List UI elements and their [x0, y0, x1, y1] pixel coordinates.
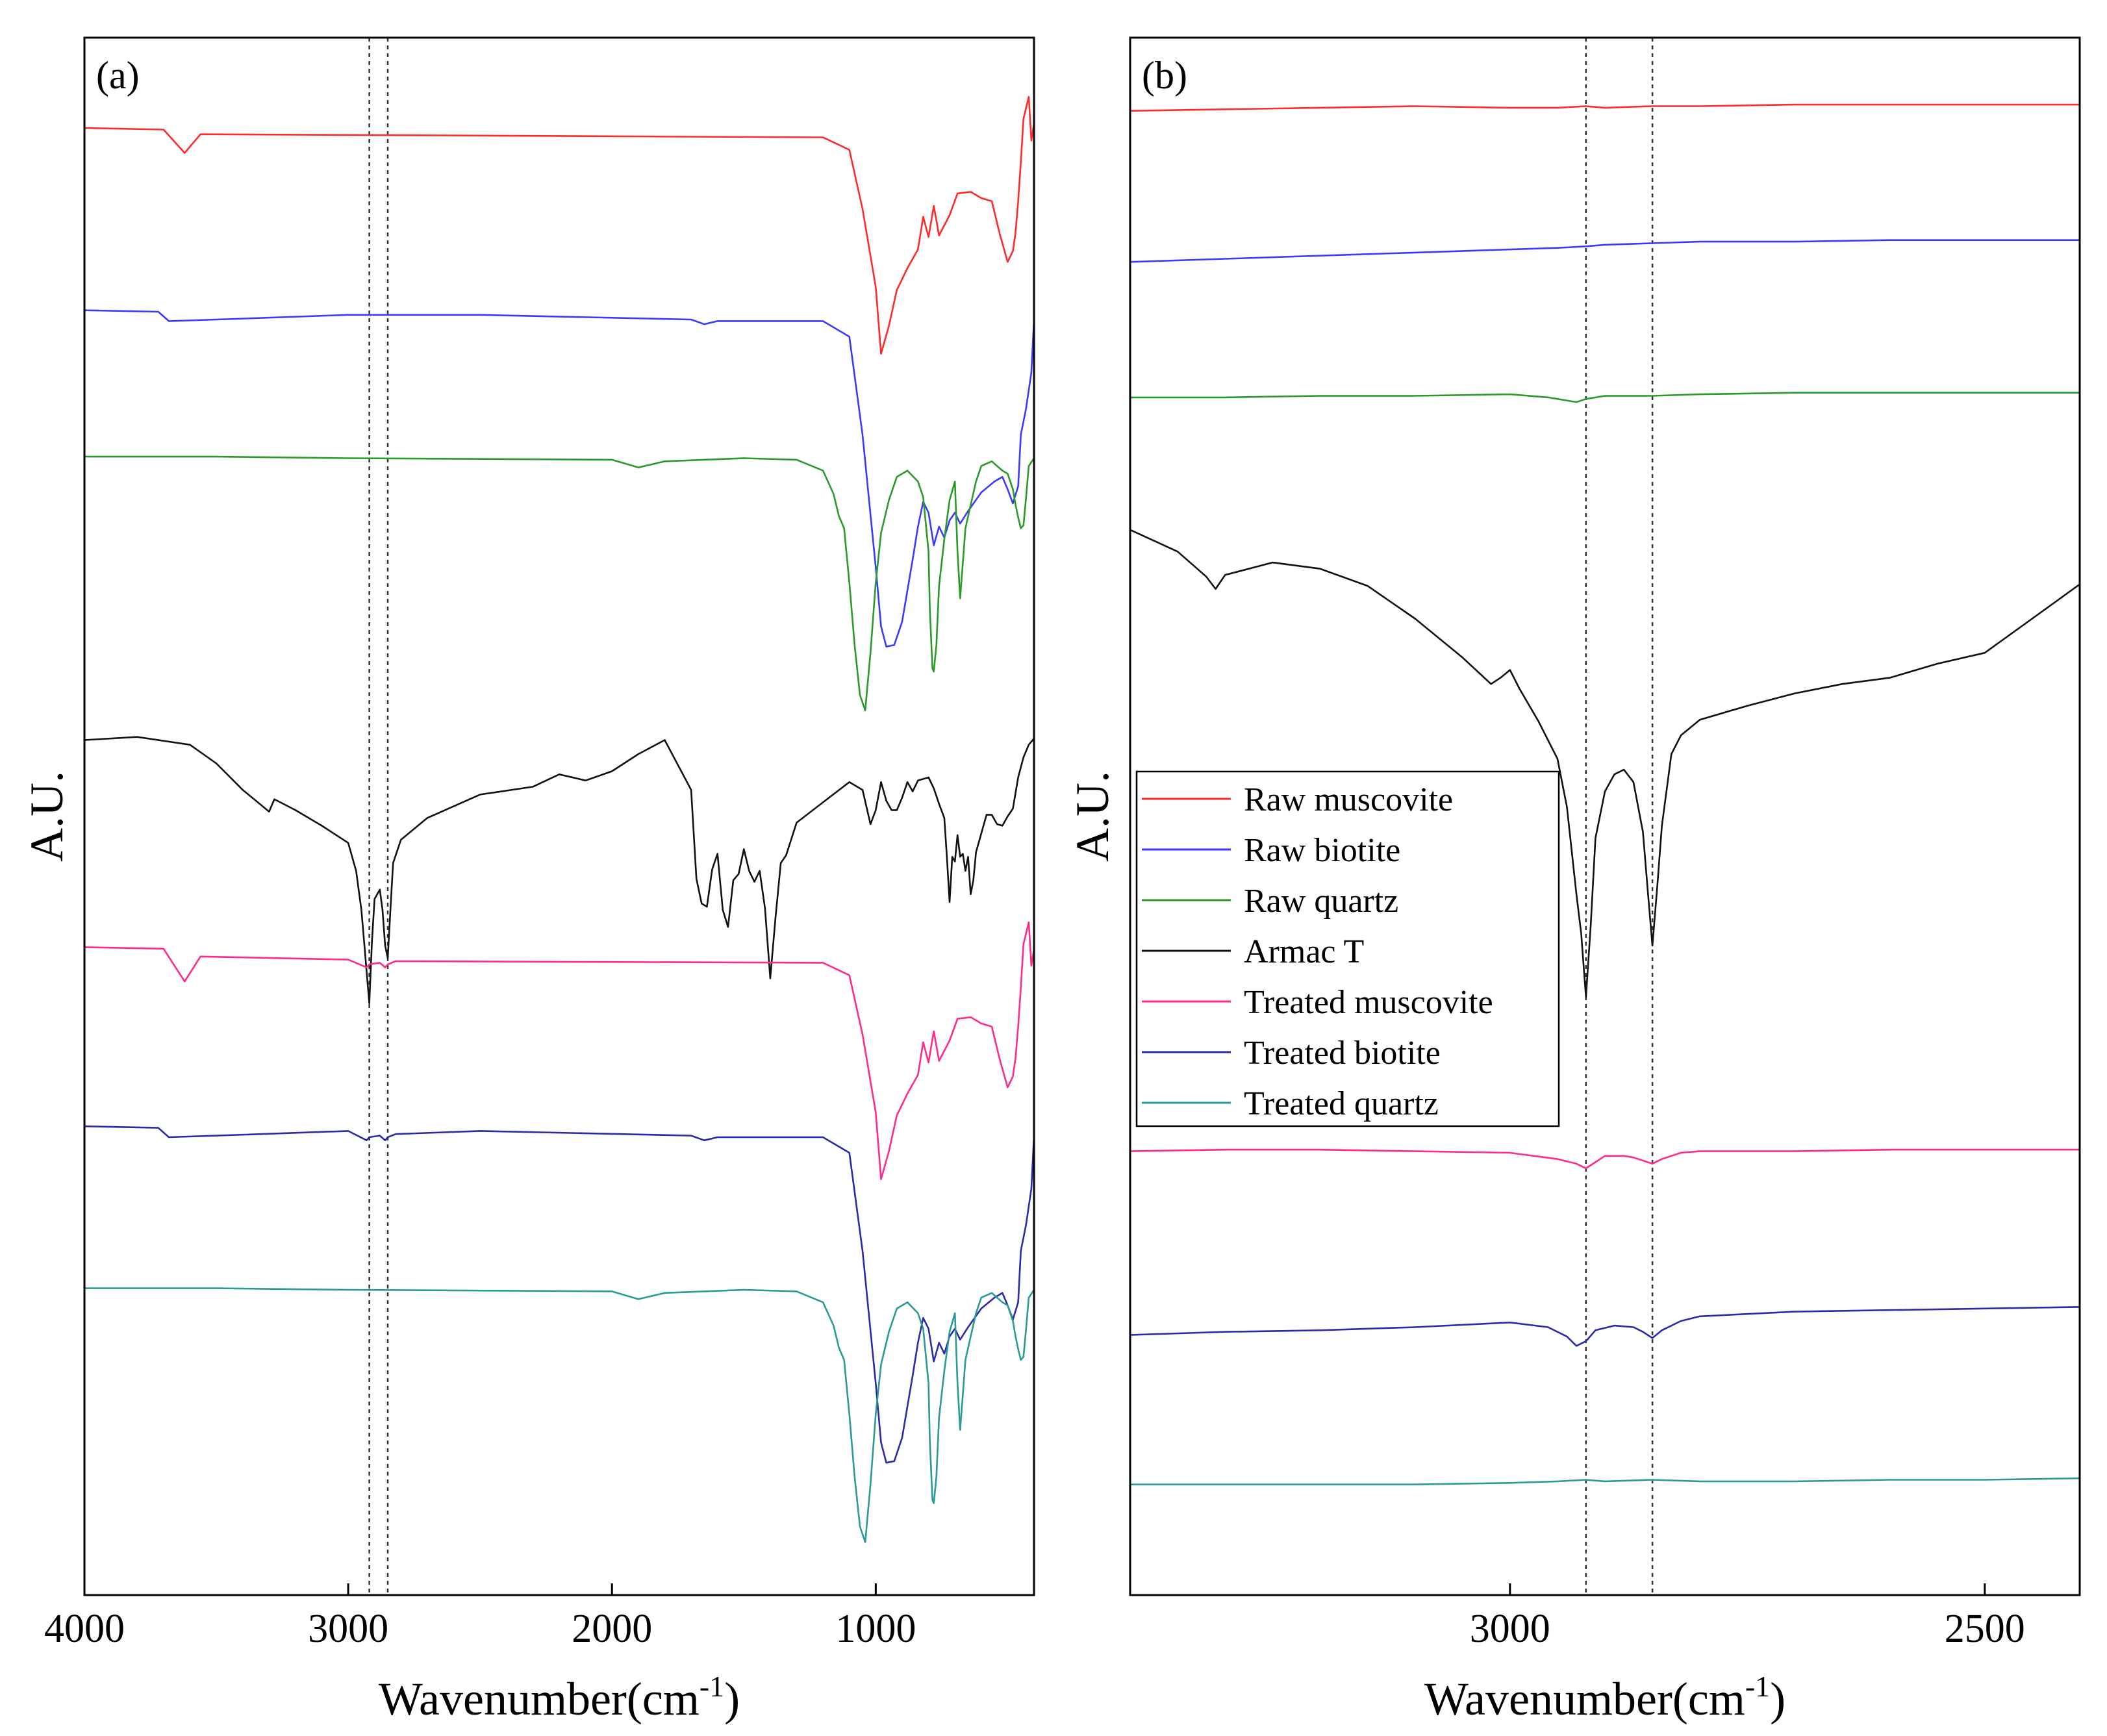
panel-a-x-tick-label-3000: 3000: [308, 1607, 388, 1651]
panel-a-series-treated-muscovite: [84, 921, 1035, 1180]
panel-a-series-raw-biotite: [84, 309, 1035, 648]
panel-b-label: (b): [1142, 54, 1187, 97]
legend-label-raw-muscovite: Raw muscovite: [1244, 781, 1453, 818]
panel-b-x-tick-label-2500: 2500: [1945, 1607, 2025, 1651]
panel-a-x-axis-title-main: Wavenumber(cm: [379, 1673, 700, 1725]
legend-label-treated-muscovite: Treated muscovite: [1244, 984, 1493, 1021]
panel-a: 4000 3000 2000 1000 (a) A.U. Wavenumber(cm-…: [21, 36, 1035, 1725]
panel-a-series-raw-quartz: [84, 455, 1035, 712]
panel-b-x-ticks: 3000 2500: [1470, 1583, 2025, 1651]
panel-a-x-ticks: 4000 3000 2000 1000: [44, 1583, 916, 1651]
panel-a-series-treated-quartz: [84, 1287, 1035, 1543]
panel-b-x-tick-label-3000: 3000: [1470, 1607, 1550, 1651]
legend-label-treated-quartz: Treated quartz: [1244, 1085, 1439, 1122]
legend-label-treated-biotite: Treated biotite: [1244, 1035, 1441, 1072]
panel-a-series-armac-t: [84, 736, 1035, 1005]
panel-b-x-axis-title-sup: -1: [1745, 1670, 1770, 1703]
legend: Raw muscovite Raw biotite Raw quartz Armac …: [1135, 770, 1560, 1127]
panel-a-axes-frame: [83, 36, 1035, 1596]
panel-b-axes-frame: [1129, 36, 2081, 1596]
panel-b-series-treated-quartz: [1130, 1477, 2080, 1485]
panel-a-guide-lines: [368, 38, 389, 1595]
panel-b-series-group: [1129, 103, 2080, 1485]
panel-a-series-group: [84, 95, 1035, 1543]
panel-b: 3000 2500 (b) A.U. Wavenumber(cm-1) Raw m…: [1066, 36, 2081, 1725]
panel-b-x-axis-title-end: ): [1770, 1673, 1785, 1725]
panel-a-series-treated-biotite: [84, 1125, 1035, 1464]
panel-b-series-treated-biotite: [1129, 1306, 2080, 1347]
panel-b-x-axis-title-main: Wavenumber(cm: [1424, 1673, 1745, 1725]
panel-a-y-axis-title: A.U.: [21, 771, 73, 862]
panel-b-series-raw-muscovite: [1129, 103, 2080, 112]
panel-b-x-axis-title: Wavenumber(cm-1): [1424, 1670, 1785, 1725]
legend-box: [1135, 770, 1560, 1127]
panel-a-label: (a): [96, 54, 140, 97]
panel-a-x-tick-label-4000: 4000: [44, 1607, 125, 1651]
legend-label-raw-quartz: Raw quartz: [1244, 883, 1398, 920]
panel-a-x-tick-label-1000: 1000: [835, 1607, 916, 1651]
legend-entries: Raw muscovite Raw biotite Raw quartz Armac …: [1142, 781, 1493, 1122]
panel-b-series-treated-muscovite: [1129, 1148, 2080, 1170]
panel-a-x-axis-title: Wavenumber(cm-1): [379, 1670, 740, 1725]
panel-a-series-raw-muscovite: [84, 95, 1035, 355]
panel-a-x-axis-title-end: ): [724, 1673, 740, 1725]
panel-b-series-armac-t: [1129, 529, 2080, 998]
panel-b-y-axis-title: A.U.: [1066, 771, 1118, 862]
panel-a-x-axis-title-sup: -1: [700, 1670, 724, 1703]
panel-b-series-raw-quartz: [1130, 392, 2080, 403]
panel-b-series-raw-biotite: [1129, 239, 2080, 263]
legend-label-raw-biotite: Raw biotite: [1244, 832, 1400, 869]
legend-label-armac-t: Armac T: [1244, 933, 1364, 970]
panel-b-guide-lines: [1585, 38, 1654, 1595]
panel-a-x-tick-label-2000: 2000: [572, 1607, 652, 1651]
